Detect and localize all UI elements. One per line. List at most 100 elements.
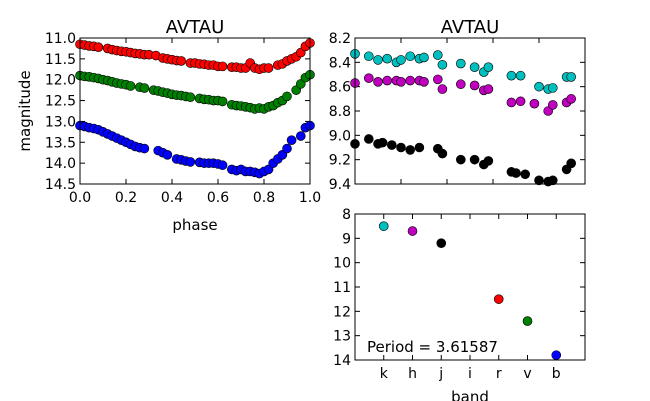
bands-points xyxy=(378,221,562,360)
kband-point-s1 xyxy=(405,75,416,86)
kband-point-s2 xyxy=(520,169,531,180)
lightcurve-ticks: 0.0 0.2 0.4 0.6 0.8 1.0 11.0 11.5 12.0 12.5 13.0 13… xyxy=(45,31,321,206)
bands-panel: k h j i r v b 8 9 10 11 12 13 14 Period = 3.61587 ban… xyxy=(333,207,586,401)
lightcurve-xtick-label: 0.0 xyxy=(69,190,91,206)
bands-point-v xyxy=(522,316,533,326)
lightcurve-points xyxy=(75,38,315,179)
kband-ytick-label: 8.2 xyxy=(329,31,351,47)
kband-ticks: 8.2 8.4 8.6 8.8 9.0 9.2 9.4 xyxy=(329,31,586,193)
kband-point-s0 xyxy=(455,58,466,69)
kband-ytick-label: 9.2 xyxy=(329,153,351,169)
lightcurve-xtick-label: 1.0 xyxy=(299,190,321,206)
kband-point-s0 xyxy=(419,52,429,63)
bands-xtick-label: k xyxy=(380,366,389,382)
bands-xtick-label: j xyxy=(438,366,443,382)
lightcurve-xtick-label: 0.4 xyxy=(161,190,183,206)
kband-point-s0 xyxy=(363,51,374,62)
kband-panel: AVTAU 8.2 8.4 8.6 8.8 9.0 9.2 9.4 xyxy=(329,17,586,193)
lightcurve-point-s0 xyxy=(217,61,228,72)
bands-ytick-label: 8 xyxy=(342,207,351,223)
bands-xtick-label: v xyxy=(523,366,531,382)
kband-point-s2 xyxy=(469,154,480,165)
lightcurve-point-s2 xyxy=(282,143,292,154)
kband-ytick-label: 9.0 xyxy=(329,128,351,144)
lightcurve-point-s2 xyxy=(217,160,228,171)
lightcurve-axes-frame xyxy=(79,37,311,185)
bands-ytick-label: 10 xyxy=(333,256,351,272)
bands-ytick-label: 13 xyxy=(333,329,351,345)
lightcurve-point-s0 xyxy=(176,56,186,66)
kband-point-s2 xyxy=(386,140,397,150)
kband-point-s1 xyxy=(529,98,540,109)
kband-point-s1 xyxy=(455,79,466,90)
lightcurve-xlabel: phase xyxy=(172,216,217,234)
kband-point-s2 xyxy=(547,175,558,186)
kband-point-s1 xyxy=(382,75,393,86)
kband-point-s0 xyxy=(373,55,383,65)
lightcurve-point-s0 xyxy=(93,42,104,52)
kband-axes-frame xyxy=(354,37,586,185)
kband-ytick-label: 9.4 xyxy=(329,177,351,193)
kband-point-s0 xyxy=(382,53,393,64)
kband-point-s1 xyxy=(396,77,406,87)
lightcurve-point-s2 xyxy=(185,157,196,167)
kband-point-s2 xyxy=(483,156,494,166)
bands-point-k xyxy=(378,221,389,231)
kband-point-s2 xyxy=(511,168,521,178)
bands-ytick-label: 11 xyxy=(333,280,351,296)
kband-ytick-label: 8.6 xyxy=(329,80,351,96)
lightcurve-ytick-label: 13.0 xyxy=(45,114,76,130)
kband-point-s0 xyxy=(483,62,494,72)
kband-point-s2 xyxy=(377,137,388,148)
kband-point-s2 xyxy=(455,154,466,165)
lightcurve-point-s2 xyxy=(286,135,297,145)
lightcurve-point-s1 xyxy=(125,81,136,91)
kband-point-s1 xyxy=(469,80,480,91)
kband-point-s0 xyxy=(437,59,448,70)
lightcurve-ytick-label: 11.5 xyxy=(45,52,76,68)
kband-point-s1 xyxy=(373,77,383,87)
kband-points xyxy=(350,49,577,187)
kband-point-s0 xyxy=(506,70,517,81)
kband-point-s2 xyxy=(437,148,448,159)
lightcurve-ytick-label: 12.5 xyxy=(45,94,76,110)
kband-point-s2 xyxy=(534,175,544,186)
lightcurve-ytick-label: 11.0 xyxy=(45,31,76,47)
kband-point-s1 xyxy=(437,84,448,94)
lightcurve-point-s1 xyxy=(217,96,228,107)
bands-point-b xyxy=(551,350,562,360)
lightcurve-xtick-label: 0.2 xyxy=(115,190,137,206)
lightcurve-point-s0 xyxy=(263,63,274,73)
kband-ytick-label: 8.8 xyxy=(329,104,351,120)
kband-point-s1 xyxy=(506,97,517,108)
bands-xtick-label: h xyxy=(408,366,417,382)
lightcurve-ytick-label: 14.5 xyxy=(45,177,76,193)
kband-point-s2 xyxy=(405,145,416,155)
kband-point-s0 xyxy=(547,83,558,93)
lightcurve-point-s2 xyxy=(162,150,173,160)
lightcurve-xtick-label: 0.8 xyxy=(253,190,275,206)
bands-xtick-label: r xyxy=(496,366,502,382)
kband-point-s0 xyxy=(396,55,406,65)
kband-point-s0 xyxy=(566,72,577,82)
period-annotation: Period = 3.61587 xyxy=(367,338,498,356)
kband-title: AVTAU xyxy=(441,17,500,38)
lightcurve-panel: AVTAU 0.0 0.2 0.4 0.6 0.8 1.0 11.0 11.5 12.0 12.5… xyxy=(16,17,321,234)
lightcurve-point-s2 xyxy=(139,143,150,154)
kband-ytick-label: 8.4 xyxy=(329,55,351,71)
bands-ytick-label: 9 xyxy=(342,231,351,247)
kband-point-s1 xyxy=(419,77,429,87)
bands-point-r xyxy=(493,294,504,304)
bands-point-h xyxy=(407,226,418,236)
lightcurve-ytick-label: 12.0 xyxy=(45,73,76,89)
kband-point-s2 xyxy=(396,142,406,153)
kband-point-s1 xyxy=(547,100,558,110)
kband-point-s0 xyxy=(432,50,443,60)
lightcurve-point-s2 xyxy=(295,131,306,141)
lightcurve-ylabel: magnitude xyxy=(16,70,34,151)
lightcurve-ytick-label: 14.0 xyxy=(45,156,76,172)
kband-point-s1 xyxy=(432,74,443,85)
bands-axes-frame xyxy=(354,213,586,361)
